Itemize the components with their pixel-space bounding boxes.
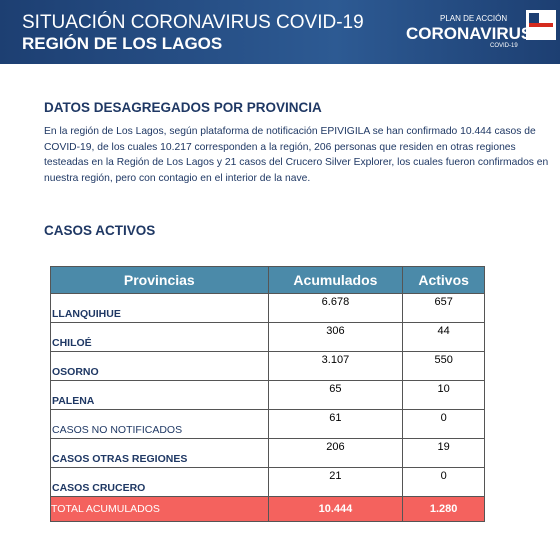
table-row: CHILOÉ 306 44: [50, 322, 485, 352]
column-header: Activos: [402, 266, 485, 294]
header-row: Provincias Acumulados Activos: [50, 266, 485, 294]
header-subtitle: REGIÓN DE LOS LAGOS: [22, 34, 223, 53]
cell: 21: [267, 467, 404, 497]
column-header: Acumulados: [267, 266, 404, 294]
cell: 65: [267, 380, 404, 410]
column-header: Provincias: [50, 266, 269, 294]
logo-main: CORONAVIRUS: [406, 24, 533, 43]
cell: 19: [402, 438, 485, 468]
table-row: CASOS NO NOTIFICADOS 61 0: [50, 409, 485, 439]
table-row: OSORNO 3.107 550: [50, 351, 485, 381]
table: Provincias Acumulados Activos LLANQUIHUE 6.6…: [50, 266, 485, 522]
cell: 0: [402, 467, 485, 497]
row-label: CASOS CRUCERO: [50, 467, 269, 497]
logo-sub: COVID-19: [490, 43, 518, 49]
cell: 550: [402, 351, 485, 381]
cell: 61: [267, 409, 404, 439]
total-cell: 1.280: [402, 496, 485, 522]
logo-small: PLAN DE ACCIÓN: [440, 14, 508, 23]
table-row: PALENA 65 10: [50, 380, 485, 410]
table-row: CASOS CRUCERO 21 0: [50, 467, 485, 497]
row-label: LLANQUIHUE: [50, 293, 269, 323]
cell: 306: [267, 322, 404, 352]
total-row: TOTAL ACUMULADOS 10.444 1.280: [50, 496, 485, 522]
cell: 44: [402, 322, 485, 352]
row-label: OSORNO: [50, 351, 269, 381]
paragraph: En la región de Los Lagos, según platafo…: [44, 126, 549, 184]
total-label: TOTAL ACUMULADOS: [50, 496, 269, 522]
table-row: LLANQUIHUE 6.678 657: [50, 293, 485, 323]
cell: 0: [402, 409, 485, 439]
cell: 3.107: [267, 351, 404, 381]
row-label: CASOS OTRAS REGIONES: [50, 438, 269, 468]
row-label: CHILOÉ: [50, 322, 269, 352]
row-label: CASOS NO NOTIFICADOS: [50, 409, 269, 439]
gov-logo: [526, 10, 556, 40]
table-title: CASOS ACTIVOS: [44, 223, 156, 238]
header-title: SITUACIÓN CORONAVIRUS COVID-19: [22, 12, 364, 33]
row-label: PALENA: [50, 380, 269, 410]
table-row: CASOS OTRAS REGIONES 206 19: [50, 438, 485, 468]
cell: 206: [267, 438, 404, 468]
cell: 10: [402, 380, 485, 410]
total-cell: 10.444: [267, 496, 404, 522]
header: SITUACIÓN CORONAVIRUS COVID-19 REGIÓN DE…: [0, 0, 560, 64]
section-title: DATOS DESAGREGADOS POR PROVINCIA: [44, 100, 322, 115]
cell: 657: [402, 293, 485, 323]
cell: 6.678: [267, 293, 404, 323]
